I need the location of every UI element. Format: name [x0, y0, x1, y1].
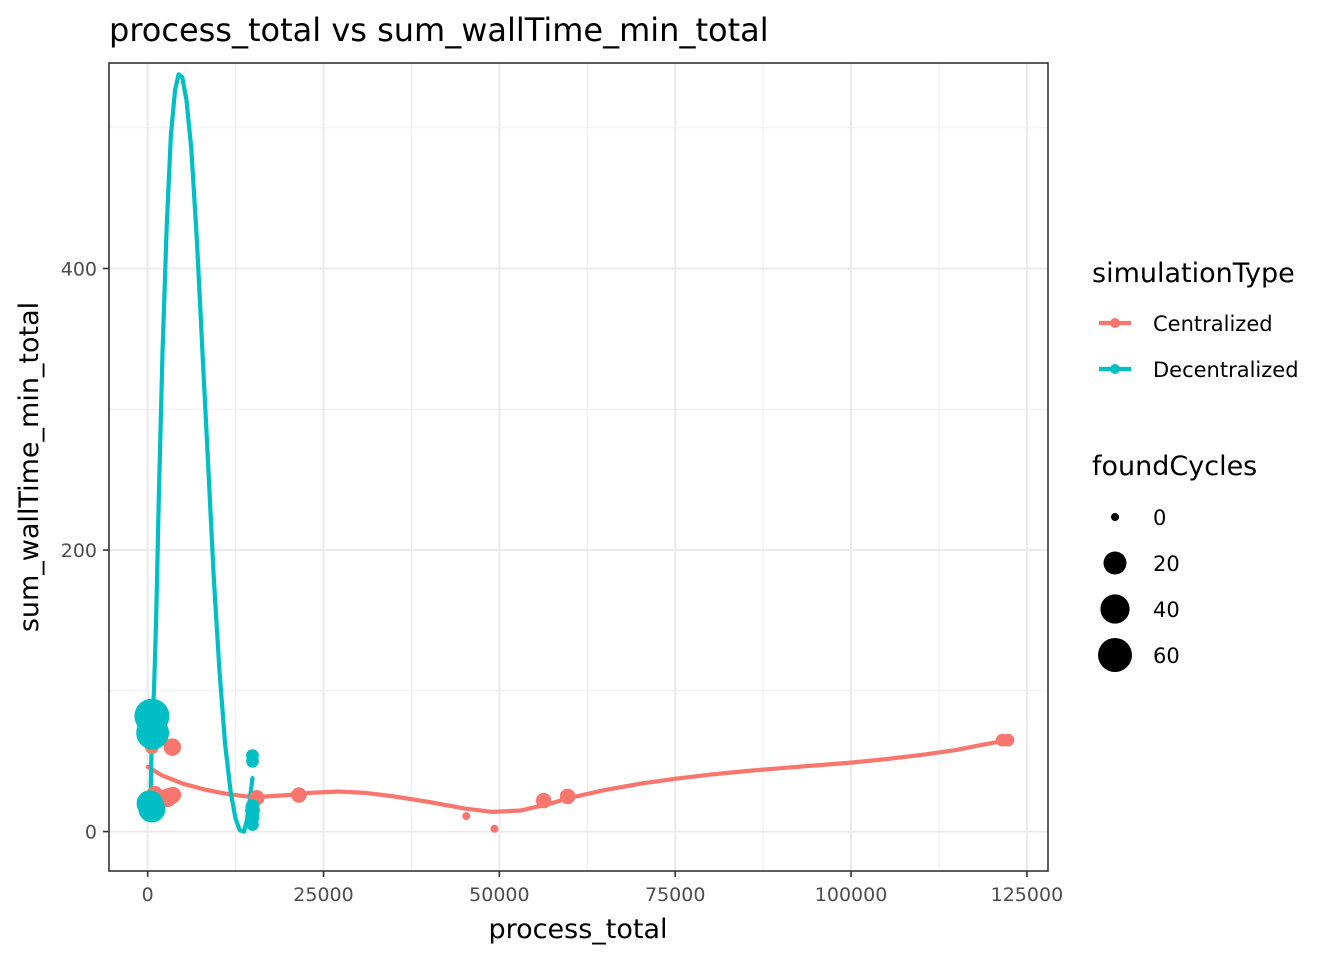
- size-legend-label: 40: [1153, 598, 1180, 622]
- x-tick-label: 75000: [645, 884, 705, 906]
- x-tick-label: 0: [142, 884, 154, 906]
- size-legend-key: [1098, 638, 1132, 672]
- size-legend-key: [1100, 594, 1130, 624]
- color-legend: simulationType Centralized Decentralized: [1092, 258, 1299, 382]
- x-tick-label: 50000: [469, 884, 529, 906]
- data-point-decentralized: [246, 754, 259, 768]
- data-point-centralized: [462, 812, 471, 821]
- x-axis: 0 25000 50000 75000 100000 125000: [142, 871, 1064, 906]
- plot-border: [108, 62, 1049, 872]
- data-point-centralized: [163, 738, 182, 756]
- data-point-centralized: [291, 787, 307, 803]
- legend-label-centralized: Centralized: [1153, 312, 1273, 336]
- data-point-centralized: [164, 786, 182, 804]
- minor-gridlines: [109, 63, 1048, 871]
- x-axis-title: process_total: [489, 914, 668, 945]
- legend-key-point: [1110, 318, 1120, 328]
- data-points: [134, 698, 1015, 833]
- data-point-centralized: [535, 792, 552, 809]
- plot-panel: [109, 63, 1048, 871]
- data-point-decentralized: [136, 716, 170, 750]
- major-gridlines: [109, 63, 1048, 871]
- x-tick-label: 100000: [815, 884, 888, 906]
- chart-title: process_total vs sum_wallTime_min_total: [109, 11, 769, 49]
- data-point-centralized: [1001, 733, 1015, 747]
- x-tick-label: 25000: [293, 884, 353, 906]
- size-legend: foundCycles 0 20 40 60: [1092, 451, 1257, 672]
- size-legend-label: 60: [1153, 644, 1180, 668]
- data-point-decentralized: [138, 795, 166, 823]
- x-tick-label: 125000: [991, 884, 1064, 906]
- data-point-centralized: [490, 824, 499, 833]
- data-point-centralized: [559, 788, 576, 805]
- size-legend-label: 20: [1153, 552, 1180, 576]
- data-point-decentralized: [246, 818, 259, 831]
- legend-label-decentralized: Decentralized: [1153, 358, 1299, 382]
- legend-key-point: [1110, 364, 1120, 374]
- size-legend-key: [1111, 513, 1119, 521]
- smooth-line-centralized: [145, 738, 1010, 814]
- y-axis-title: sum_wallTime_min_total: [14, 302, 45, 632]
- y-tick-label: 200: [61, 540, 97, 562]
- y-tick-label: 0: [85, 822, 97, 844]
- y-axis: 0 200 400: [61, 259, 109, 844]
- color-legend-title: simulationType: [1092, 258, 1295, 289]
- y-tick-label: 400: [61, 259, 97, 281]
- size-legend-title: foundCycles: [1092, 451, 1257, 482]
- size-legend-label: 0: [1153, 506, 1166, 530]
- size-legend-key: [1103, 551, 1127, 575]
